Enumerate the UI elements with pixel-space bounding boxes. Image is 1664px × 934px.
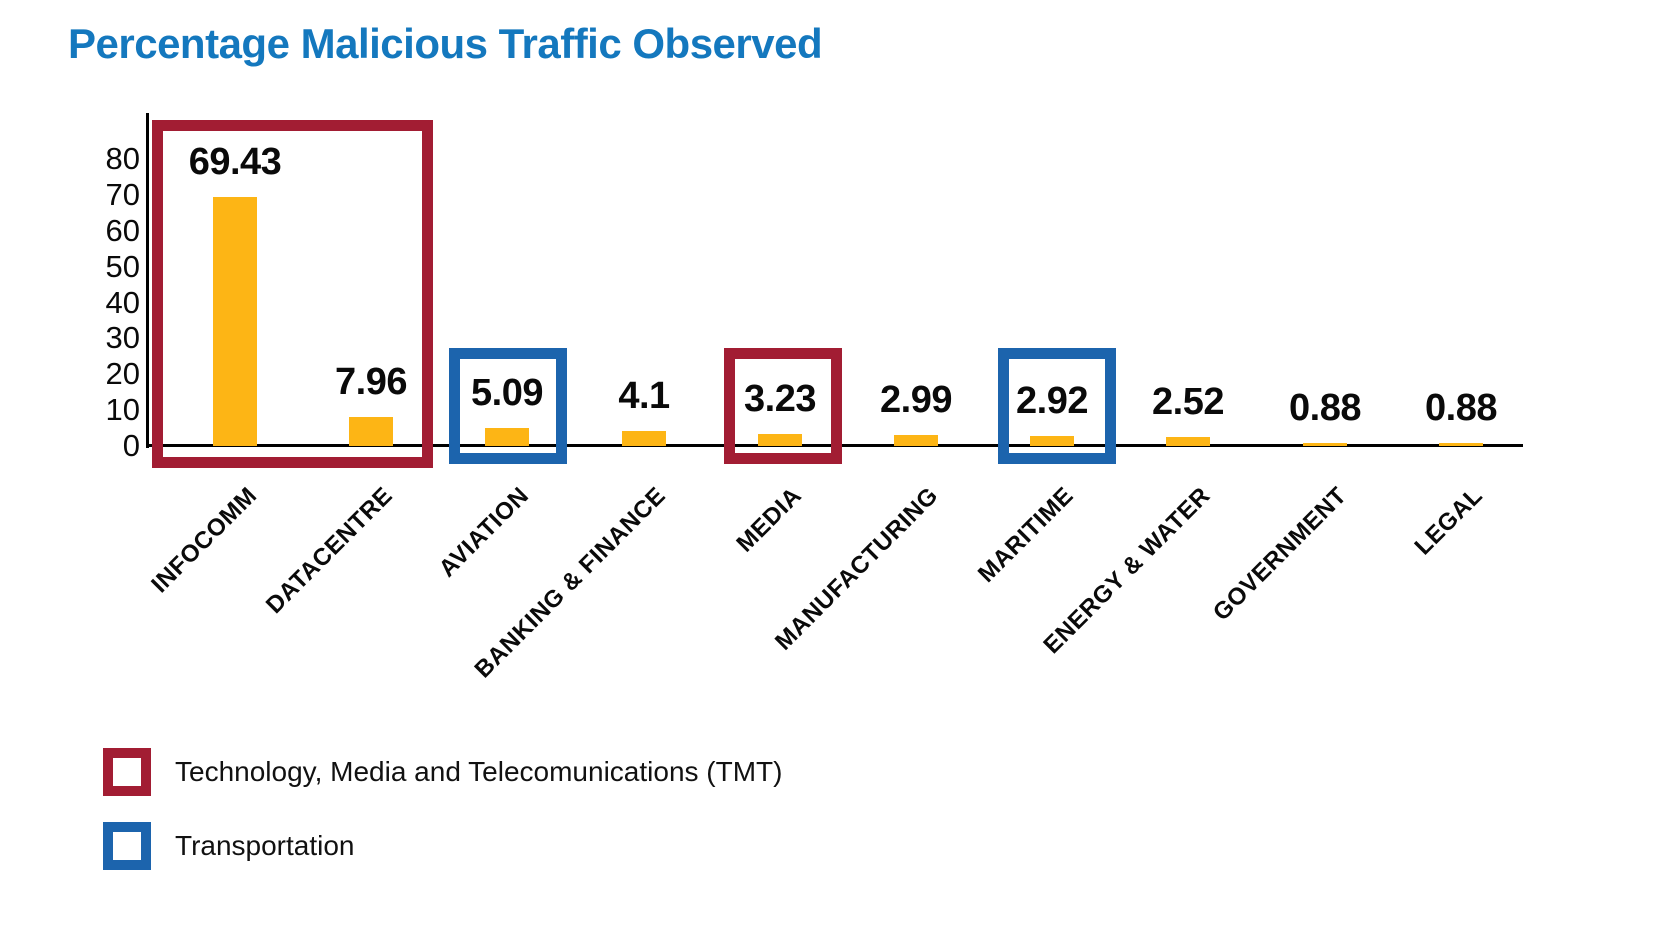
y-tick-label: 10	[105, 392, 140, 427]
x-category-label-infocomm: INFOCOMM	[145, 482, 263, 599]
bar-banking-finance	[622, 431, 666, 446]
x-category-label-government: GOVERNMENT	[1207, 482, 1353, 627]
y-tick-label: 60	[105, 213, 140, 248]
transportation-highlight-box	[998, 348, 1116, 464]
y-tick-label: 0	[122, 428, 140, 463]
value-label-legal: 0.88	[1425, 387, 1497, 429]
chart-legend: Technology, Media and Telecomunications …	[103, 748, 782, 896]
bar-legal	[1439, 443, 1483, 446]
value-label-maritime: 2.92	[1016, 380, 1088, 422]
y-tick-label: 80	[105, 141, 140, 176]
bar-manufacturing	[894, 435, 938, 446]
bar-maritime	[1030, 436, 1074, 446]
tmt-highlight-box	[724, 348, 842, 464]
legend-label-transportation: Transportation	[175, 830, 355, 861]
bar-aviation	[485, 428, 529, 446]
value-label-manufacturing: 2.99	[880, 379, 952, 421]
x-category-label-maritime: MARITIME	[973, 482, 1080, 588]
value-label-aviation: 5.09	[471, 372, 543, 414]
transportation-highlight-box	[449, 348, 567, 464]
legend-item-tmt: Technology, Media and Telecomunications …	[103, 748, 782, 796]
value-label-infocomm: 69.43	[188, 141, 282, 183]
y-tick-label: 40	[105, 285, 140, 320]
y-axis-line	[146, 113, 149, 448]
bar-government	[1303, 443, 1347, 446]
value-label-banking-finance: 4.1	[618, 375, 670, 417]
bar-media	[758, 434, 802, 446]
chart-title: Percentage Malicious Traffic Observed	[68, 20, 823, 67]
y-tick-label: 50	[105, 249, 140, 284]
x-category-label-aviation: AVIATION	[433, 482, 535, 583]
x-category-label-datacentre: DATACENTRE	[261, 482, 399, 620]
y-tick-label: 30	[105, 320, 140, 355]
value-label-datacentre: 7.96	[335, 361, 407, 403]
legend-label-tmt: Technology, Media and Telecomunications …	[175, 756, 783, 787]
value-label-government: 0.88	[1289, 387, 1361, 429]
value-label-energy-water: 2.52	[1152, 381, 1224, 423]
legend-item-transportation: Transportation	[103, 822, 782, 870]
legend-swatch-tmt	[103, 748, 151, 796]
x-category-label-legal: LEGAL	[1409, 482, 1489, 561]
bar-infocomm	[213, 197, 257, 446]
x-category-label-media: MEDIA	[731, 482, 808, 558]
y-tick-label: 20	[105, 356, 140, 391]
bar-datacentre	[349, 417, 393, 446]
value-label-media: 3.23	[744, 378, 816, 420]
bar-chart: 80 70 60 50 40 30 20 10 0 69.43 INFOCOMM 7.96 DATACE…	[105, 113, 1523, 683]
y-tick-label: 70	[105, 177, 140, 212]
bar-energy-water	[1166, 437, 1210, 446]
legend-swatch-transportation	[103, 822, 151, 870]
tmt-highlight-box	[152, 120, 433, 468]
